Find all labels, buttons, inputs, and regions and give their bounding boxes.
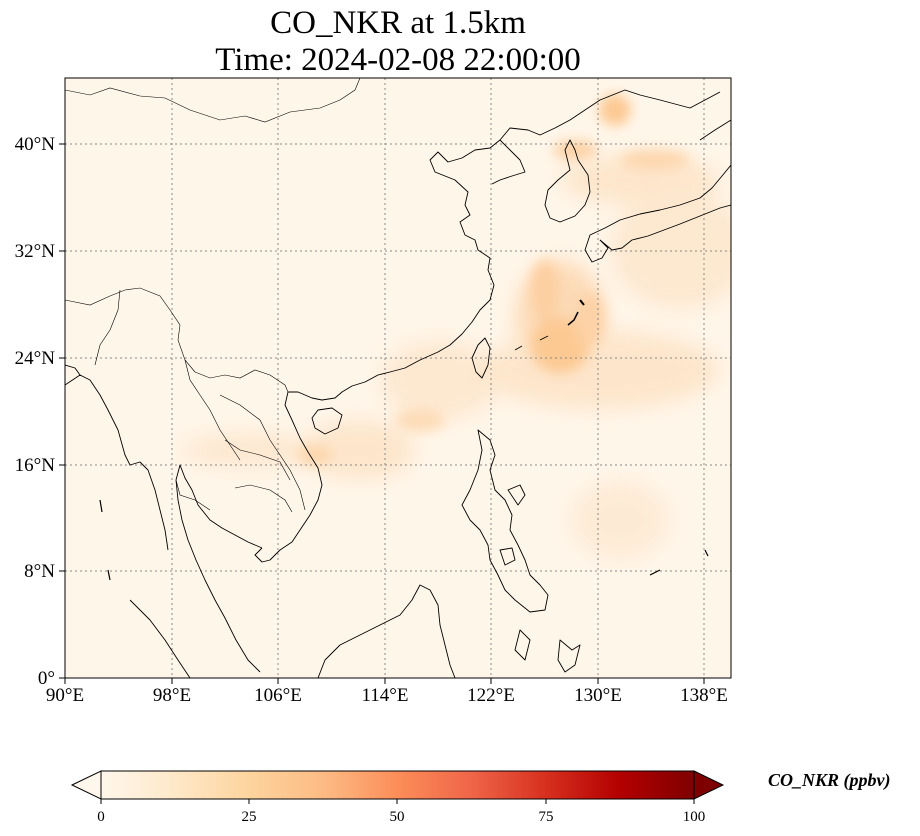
colorbar-tick-label: 0 — [97, 809, 105, 825]
tick-marks — [59, 143, 705, 684]
map-frame — [64, 77, 732, 679]
gridlines — [65, 78, 731, 678]
lon-tick-label: 122°E — [467, 685, 515, 706]
lon-tick-label: 90°E — [46, 685, 84, 706]
colorbar: 0 25 50 75 100 — [70, 770, 725, 825]
concentration-field — [180, 94, 731, 560]
colorbar-tick-label: 50 — [390, 809, 405, 825]
lat-tick-label: 8°N — [24, 561, 55, 582]
coastlines — [65, 89, 731, 678]
latitude-tick-labels: 0° 8°N 16°N 24°N 32°N 40°N — [15, 134, 56, 689]
lon-tick-label: 114°E — [362, 685, 409, 706]
lon-tick-label: 98°E — [153, 685, 191, 706]
lat-tick-label: 40°N — [15, 134, 56, 155]
colorbar-gradient — [101, 771, 694, 799]
lon-tick-label: 138°E — [680, 685, 728, 706]
map-subtitle-time: Time: 2024-02-08 22:00:00 — [215, 42, 581, 78]
colorbar-extend-max — [693, 770, 725, 800]
map-title: CO_NKR at 1.5km — [270, 5, 526, 41]
lon-tick-label: 130°E — [574, 685, 622, 706]
colorbar-label: CO_NKR (ppbv) — [768, 770, 891, 790]
lat-tick-label: 24°N — [15, 348, 56, 369]
country-borders — [65, 78, 361, 513]
colorbar-tick-label: 25 — [242, 809, 257, 825]
colorbar-tick-label: 100 — [683, 809, 706, 825]
lat-tick-label: 0° — [38, 668, 55, 689]
lat-tick-label: 16°N — [15, 455, 56, 476]
colorbar-tick-label: 75 — [539, 809, 554, 825]
colorbar-extend-min — [70, 770, 102, 800]
lat-tick-label: 32°N — [15, 241, 56, 262]
lon-tick-label: 106°E — [254, 685, 302, 706]
longitude-tick-labels: 90°E 98°E 106°E 114°E 122°E 130°E 138°E — [46, 685, 728, 706]
